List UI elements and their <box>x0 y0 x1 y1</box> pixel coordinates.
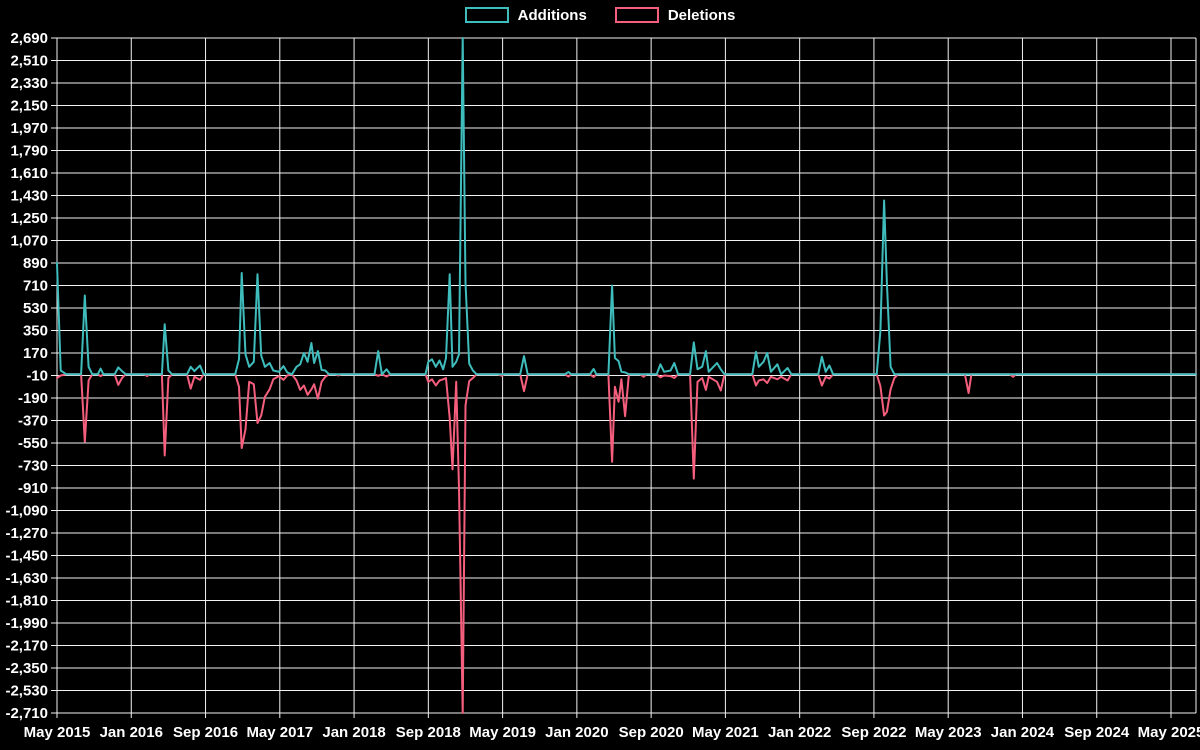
legend-item-additions[interactable]: Additions <box>464 6 587 24</box>
additions-line <box>56 37 1198 376</box>
y-axis-tick-label: 1,610 <box>10 165 48 182</box>
y-axis-tick-label: 1,250 <box>10 210 48 227</box>
x-axis-tick-label: May 2015 <box>24 724 91 741</box>
x-axis-tick-label: Sep 2022 <box>841 724 906 741</box>
y-axis-tick-label: 1,790 <box>10 143 48 160</box>
y-axis-tick-label: -1,990 <box>5 615 48 632</box>
x-axis-tick-label: Jan 2024 <box>991 724 1055 741</box>
x-axis-tick-label: May 2023 <box>915 724 982 741</box>
y-axis-tick-label: 2,330 <box>10 75 48 92</box>
y-axis-tick-label: -2,530 <box>5 683 48 700</box>
x-axis-tick-label: May 2025 <box>1138 724 1200 741</box>
y-axis-tick-label: -2,710 <box>5 705 48 722</box>
y-axis-tick-label: -730 <box>18 458 48 475</box>
deletions-swatch-icon <box>614 7 659 23</box>
y-axis-tick-label: 1,070 <box>10 233 48 250</box>
additions-swatch-icon <box>464 7 509 23</box>
y-axis-tick-label: 2,690 <box>10 30 48 47</box>
y-axis-tick-label: 350 <box>23 323 48 340</box>
y-axis-tick-label: 1,430 <box>10 188 48 205</box>
y-axis-tick-label: -1,630 <box>5 570 48 587</box>
y-axis-tick-label: 890 <box>23 255 48 272</box>
y-axis-tick-label: -1,810 <box>5 593 48 610</box>
deletions-legend-label: Deletions <box>667 6 736 24</box>
y-axis-tick-label: 1,970 <box>10 120 48 137</box>
y-axis-tick-label: -2,170 <box>5 638 48 655</box>
x-axis-tick-label: Jan 2018 <box>322 724 385 741</box>
y-axis-tick-label: 170 <box>23 345 48 362</box>
y-axis-tick-label: -370 <box>18 413 48 430</box>
additions-legend-label: Additions <box>517 6 587 24</box>
x-axis-tick-label: Sep 2024 <box>1064 724 1130 741</box>
chart-legend: Additions Deletions <box>0 7 1200 23</box>
x-axis-tick-label: May 2017 <box>246 724 313 741</box>
y-axis-tick-label: 530 <box>23 300 48 317</box>
x-axis-tick-label: Jan 2022 <box>768 724 831 741</box>
y-axis-tick-label: -1,450 <box>5 548 48 565</box>
y-axis-tick-label: -1,270 <box>5 525 48 542</box>
y-axis-tick-label: -2,350 <box>5 660 48 677</box>
x-axis-tick-label: Jan 2016 <box>100 724 163 741</box>
x-axis-tick-label: Jan 2020 <box>545 724 608 741</box>
x-axis-tick-label: May 2019 <box>469 724 536 741</box>
y-axis-tick-label: -10 <box>26 368 48 385</box>
x-axis-tick-label: Sep 2020 <box>619 724 684 741</box>
y-axis-tick-label: 2,510 <box>10 53 48 70</box>
y-axis-tick-label: -910 <box>18 480 48 497</box>
y-axis-tick-label: -550 <box>18 435 48 452</box>
y-axis-tick-label: -190 <box>18 390 48 407</box>
legend-item-deletions[interactable]: Deletions <box>614 6 736 24</box>
x-axis-tick-label: May 2021 <box>692 724 759 741</box>
x-axis-tick-label: Sep 2018 <box>396 724 461 741</box>
y-axis-tick-label: 2,150 <box>10 98 48 115</box>
y-axis-tick-label: 710 <box>23 278 48 295</box>
x-axis-tick-label: Sep 2016 <box>173 724 238 741</box>
deletions-line <box>56 373 1198 714</box>
y-axis-tick-label: -1,090 <box>5 503 48 520</box>
